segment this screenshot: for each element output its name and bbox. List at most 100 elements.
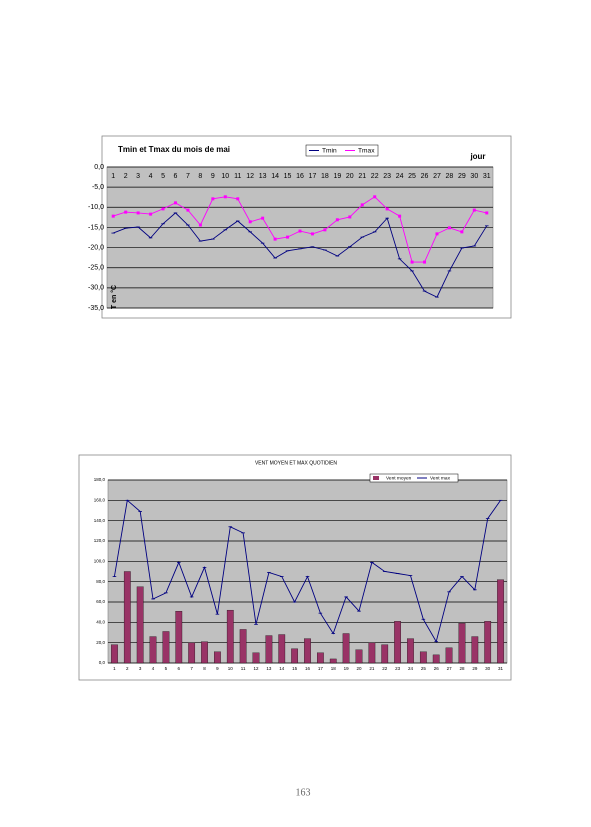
- marker: [423, 260, 427, 264]
- x-tick-label: 20: [346, 173, 354, 180]
- marker: [435, 296, 439, 298]
- x-tick-label: 24: [408, 666, 414, 671]
- x-tick-label: 3: [136, 173, 140, 180]
- marker: [421, 618, 426, 620]
- marker: [211, 197, 215, 201]
- bar: [368, 642, 376, 664]
- y-tick-label: 0,0: [99, 660, 106, 665]
- marker: [248, 220, 252, 224]
- marker: [189, 596, 194, 598]
- x-tick-label: 21: [369, 666, 375, 671]
- x-tick-label: 20: [356, 666, 362, 671]
- marker: [460, 230, 464, 234]
- x-tick-label: 1: [113, 666, 116, 671]
- marker: [236, 197, 240, 201]
- x-tick-label: 6: [178, 666, 181, 671]
- bar: [123, 571, 131, 664]
- x-tick-label: 25: [408, 173, 416, 180]
- marker: [124, 210, 128, 214]
- marker: [310, 232, 314, 236]
- marker: [298, 229, 302, 233]
- marker: [136, 226, 140, 228]
- marker: [111, 214, 115, 218]
- marker: [460, 247, 464, 249]
- chart-title: VENT MOYEN ET MAX QUOTIDIEN: [255, 460, 337, 466]
- x-tick-label: 19: [333, 173, 341, 180]
- x-tick-label: 1: [111, 173, 115, 180]
- bar: [149, 636, 157, 664]
- y-tick-label: -10,0: [88, 204, 104, 211]
- marker: [498, 499, 503, 501]
- y-tick-label: 180,0: [94, 477, 106, 482]
- x-tick-label: 17: [318, 666, 324, 671]
- x-tick-label: 4: [152, 666, 155, 671]
- bar: [175, 611, 183, 664]
- marker: [215, 613, 220, 615]
- marker: [318, 612, 323, 614]
- bar: [304, 638, 311, 664]
- page-number: 163: [296, 787, 311, 798]
- marker: [398, 214, 402, 218]
- marker: [151, 598, 155, 600]
- x-tick-label: 22: [382, 666, 388, 671]
- y-tick-label: 40,0: [96, 620, 105, 625]
- legend-label: Vent max: [430, 475, 451, 481]
- marker: [136, 211, 140, 215]
- marker: [344, 596, 348, 598]
- x-tick-label: 7: [190, 666, 193, 671]
- marker: [485, 518, 490, 520]
- marker: [385, 207, 389, 211]
- bar: [342, 633, 350, 664]
- marker: [410, 260, 414, 264]
- x-tick-label: 23: [383, 173, 391, 180]
- x-tick-label: 14: [271, 173, 279, 180]
- x-tick-label: 2: [126, 666, 129, 671]
- y-tick-label: 160,0: [94, 498, 106, 503]
- marker: [357, 610, 361, 612]
- marker: [473, 589, 477, 591]
- bar: [484, 621, 492, 664]
- x-tick-label: 30: [485, 666, 491, 671]
- x-tick-label: 6: [174, 173, 178, 180]
- marker: [310, 246, 315, 248]
- x-tick-label: 11: [241, 666, 246, 671]
- marker: [472, 208, 476, 212]
- y-tick-label: 60,0: [96, 599, 105, 604]
- y-tick-label: -15,0: [88, 224, 104, 231]
- marker: [323, 228, 327, 232]
- legend-box: [305, 144, 379, 157]
- x-tick-label: 25: [421, 666, 427, 671]
- x-tick-label: 24: [396, 173, 404, 180]
- bar: [432, 654, 440, 664]
- x-tick-label: 13: [266, 666, 272, 671]
- bar: [329, 658, 337, 664]
- marker: [138, 511, 142, 512]
- marker: [335, 218, 339, 222]
- x-axis-label: jour: [469, 152, 485, 161]
- marker: [305, 576, 310, 577]
- bar: [355, 649, 363, 664]
- bar: [394, 621, 401, 664]
- bar: [317, 652, 324, 664]
- x-tick-label: 18: [331, 666, 337, 671]
- bar: [445, 647, 453, 664]
- marker: [331, 633, 336, 634]
- marker: [223, 195, 227, 199]
- marker: [186, 224, 190, 226]
- y-axis-label: T en °C: [110, 285, 118, 309]
- marker: [408, 575, 413, 576]
- x-tick-label: 10: [221, 173, 229, 180]
- plot-area: [106, 166, 494, 309]
- marker: [485, 211, 489, 215]
- bar: [471, 636, 479, 664]
- marker: [164, 592, 168, 594]
- x-tick-label: 15: [284, 173, 292, 180]
- marker: [273, 257, 277, 259]
- x-tick-label: 31: [498, 666, 504, 671]
- marker: [447, 270, 452, 272]
- bar: [265, 635, 273, 664]
- y-tick-label: -25,0: [88, 265, 104, 272]
- x-tick-label: 28: [459, 666, 465, 671]
- marker: [267, 572, 271, 573]
- x-tick-label: 14: [279, 666, 285, 671]
